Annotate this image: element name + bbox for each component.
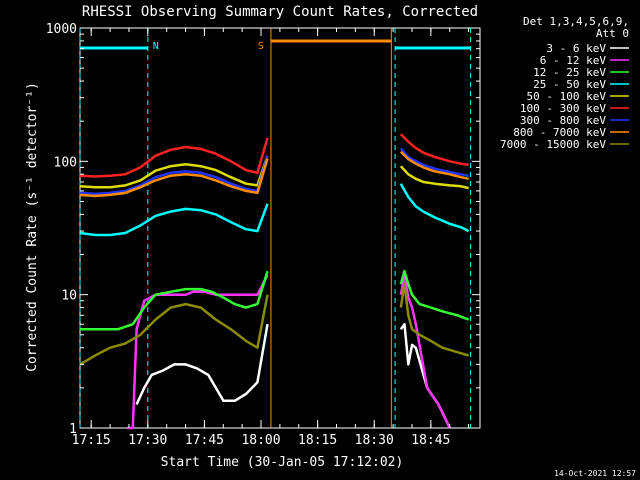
series-line-100-300kev xyxy=(79,137,269,178)
legend-header-2: Att 0 xyxy=(596,27,629,40)
legend-label: 6 - 12 keV xyxy=(540,54,607,67)
y-tick-label: 1000 xyxy=(46,22,77,37)
y-tick-label: 1 xyxy=(69,422,77,437)
x-tick-label: 18:15 xyxy=(298,433,337,448)
series-line-300-800kev xyxy=(399,147,469,177)
series-line-50-100kev xyxy=(399,165,469,190)
legend-label: 12 - 25 keV xyxy=(533,66,606,79)
y-tick-label: 10 xyxy=(61,289,77,304)
generated-timestamp: 14-Oct-2021 12:57 xyxy=(554,469,636,478)
legend-label: 100 - 300 keV xyxy=(520,102,606,115)
legend-label: 800 - 7000 keV xyxy=(513,126,606,139)
series-line-100-300kev xyxy=(399,133,469,167)
x-tick-label: 17:30 xyxy=(128,433,167,448)
annotation-n: N xyxy=(153,41,159,52)
series-line-6-12kev xyxy=(399,273,451,429)
legend-label: 3 - 6 keV xyxy=(546,42,606,55)
annotation-s: S xyxy=(258,41,264,52)
x-axis-label: Start Time (30-Jan-05 17:12:02) xyxy=(161,455,404,470)
legend-label: 25 - 50 keV xyxy=(533,78,606,91)
x-tick-label: 17:45 xyxy=(185,433,224,448)
legend-header-1: Det 1,3,4,5,6,9, xyxy=(523,15,629,28)
x-tick-label: 18:30 xyxy=(355,433,394,448)
x-tick-label: 18:45 xyxy=(411,433,450,448)
y-tick-label: 100 xyxy=(54,155,77,170)
chart-title: RHESSI Observing Summary Count Rates, Co… xyxy=(82,4,478,20)
x-tick-label: 18:00 xyxy=(241,433,280,448)
series-layer xyxy=(79,133,470,430)
legend-label: 7000 - 15000 keV xyxy=(500,138,606,151)
y-axis-label: Corrected Count Rate (s⁻¹ detector⁻¹) xyxy=(25,82,40,372)
series-line-25-50kev xyxy=(399,183,470,233)
series-line-800-7000kev xyxy=(399,150,469,181)
legend-label: 300 - 800 keV xyxy=(520,114,606,127)
series-line-25-50kev xyxy=(79,203,269,237)
plot-frame xyxy=(79,27,481,429)
series-line-6-12kev xyxy=(127,274,269,430)
series-line-50-100kev xyxy=(79,155,269,189)
series-line-800-7000kev xyxy=(79,158,269,198)
series-line-7000-15000kev xyxy=(399,282,470,357)
legend-label: 50 - 100 keV xyxy=(527,90,607,103)
series-line-3-6kev xyxy=(135,323,269,406)
axis-ticks: 17:15 17:30 17:45 18:00 18:15 18:30 18:45 1 10 10… xyxy=(46,22,480,448)
series-line-300-800kev xyxy=(79,155,269,196)
plot-border xyxy=(79,27,481,429)
series-line-7000-15000kev xyxy=(79,294,269,366)
series-line-12-25kev xyxy=(80,270,269,331)
series-line-12-25kev xyxy=(399,269,470,321)
x-tick-label: 17:15 xyxy=(72,433,111,448)
